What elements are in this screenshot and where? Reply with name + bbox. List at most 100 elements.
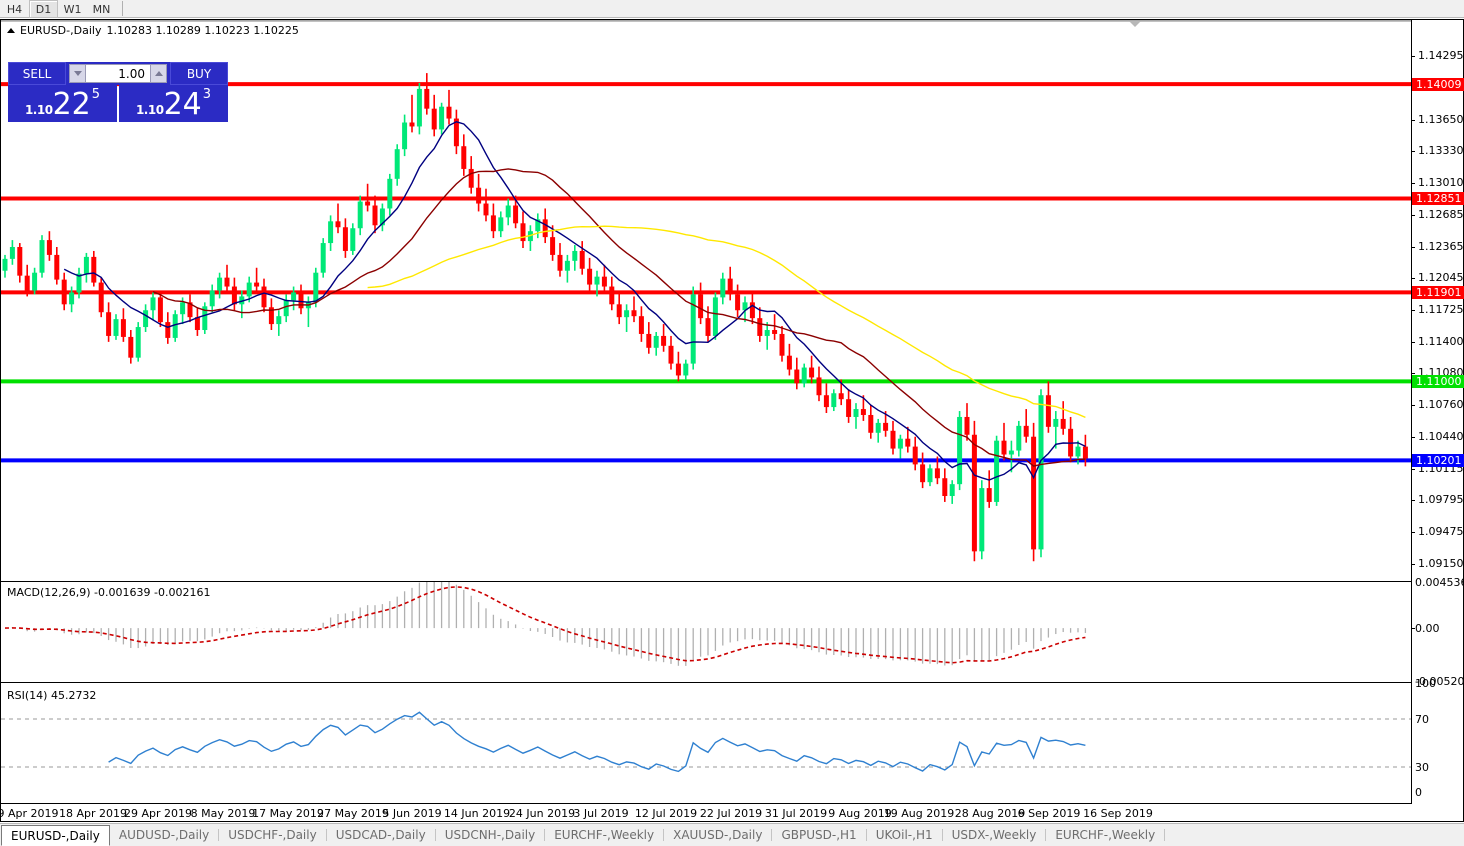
price-level-badge[interactable]: 1.11000 bbox=[1412, 374, 1464, 388]
date-axis-label: 5 Jun 2019 bbox=[382, 807, 442, 820]
chart-symbol-period: EURUSD-,Daily bbox=[20, 24, 102, 37]
date-axis-label: 18 Apr 2019 bbox=[58, 807, 128, 820]
price-axis-label: 1.11400 bbox=[1418, 334, 1464, 348]
chart-tab[interactable]: EURCHF-,Weekly bbox=[554, 828, 655, 842]
buy-price-prefix: 1.10 bbox=[135, 103, 164, 117]
rsi-pane[interactable] bbox=[1, 683, 1412, 803]
chart-tab[interactable]: USDCNH-,Daily bbox=[444, 828, 536, 842]
price-axis-tick bbox=[1412, 500, 1415, 502]
macd-label: MACD(12,26,9) -0.001639 -0.002161 bbox=[7, 586, 211, 599]
tab-divider bbox=[941, 829, 943, 841]
chart-tab[interactable]: UKOil-,H1 bbox=[875, 828, 933, 842]
buy-price-display[interactable]: 1.10 24 3 bbox=[119, 85, 228, 122]
macd-pane[interactable] bbox=[1, 582, 1412, 681]
price-axis-label: 1.09150 bbox=[1418, 557, 1464, 571]
price-axis-label: 1.14295 bbox=[1418, 48, 1464, 62]
volume-decrease-button[interactable] bbox=[69, 64, 86, 83]
price-axis[interactable]: 1.14295 1.13650 1.13330 1.13010 1.12685 1.123… bbox=[1411, 20, 1464, 821]
price-axis-label: 1.12685 bbox=[1418, 207, 1464, 221]
pane-divider-macd bbox=[1, 581, 1412, 582]
sell-price-big: 22 bbox=[52, 87, 91, 122]
sell-price-prefix: 1.10 bbox=[24, 103, 53, 117]
volume-stepper[interactable]: 1.00 bbox=[66, 62, 170, 85]
timeframe-w1[interactable]: W1 bbox=[63, 2, 82, 16]
timeframe-toolbar: H4 D1 W1 MN bbox=[0, 0, 1464, 18]
chevron-up-icon bbox=[154, 71, 163, 76]
price-axis-tick bbox=[1412, 246, 1415, 248]
chart-tab[interactable]: AUDUSD-,Daily bbox=[118, 828, 210, 842]
price-axis-tick bbox=[1412, 309, 1415, 311]
chart-tab[interactable]: USDCHF-,Daily bbox=[228, 828, 317, 842]
macd-histogram bbox=[11, 582, 1087, 666]
buy-button[interactable]: BUY bbox=[170, 62, 228, 85]
price-chart-pane[interactable] bbox=[1, 40, 1412, 580]
chart-scroll-track[interactable] bbox=[1, 20, 1463, 22]
chart-window[interactable]: EURUSD-,Daily 1.10283 1.10289 1.10223 1.… bbox=[0, 19, 1464, 822]
sell-price-display[interactable]: 1.10 22 5 bbox=[8, 85, 117, 122]
chart-tab[interactable]: EURUSD-,Daily bbox=[1, 825, 110, 846]
timeframe-h4[interactable]: H4 bbox=[6, 2, 23, 16]
timeframe-d1[interactable]: D1 bbox=[29, 0, 58, 18]
price-axis-label: 1.11080 bbox=[1418, 366, 1464, 380]
price-axis-label: 1.09475 bbox=[1418, 525, 1464, 539]
date-axis-label: 22 Jul 2019 bbox=[699, 807, 763, 820]
price-axis-label: 1.13330 bbox=[1418, 144, 1464, 158]
price-axis-tick bbox=[1412, 532, 1415, 534]
price-axis-label: 1.13650 bbox=[1418, 112, 1464, 126]
one-click-trading-panel[interactable]: SELL 1.00 BUY 1.10 22 5 1.10 24 3 bbox=[8, 62, 228, 122]
price-axis-tick bbox=[1412, 341, 1415, 343]
ma-mid-line bbox=[152, 168, 1086, 467]
chart-tab-bar: EURUSD-,Daily AUDUSD-,Daily USDCHF-,Daily U… bbox=[0, 823, 1464, 846]
tab-divider bbox=[434, 829, 436, 841]
price-level-badge[interactable]: 1.14009 bbox=[1412, 77, 1464, 91]
triangle-up-icon bbox=[7, 28, 15, 33]
price-axis-tick bbox=[1412, 214, 1415, 216]
date-axis-label: 6 Sep 2019 bbox=[1017, 807, 1081, 820]
price-axis-label: 1.09795 bbox=[1418, 493, 1464, 507]
tab-divider bbox=[865, 829, 867, 841]
chart-tab[interactable]: EURCHF-,Weekly bbox=[1055, 828, 1156, 842]
price-axis-tick bbox=[1412, 405, 1415, 407]
price-axis-label: 1.13010 bbox=[1418, 175, 1464, 189]
sell-price-fraction: 5 bbox=[91, 87, 101, 102]
chart-tab[interactable]: USDX-,Weekly bbox=[951, 828, 1037, 842]
chart-tab[interactable]: USDCAD-,Daily bbox=[335, 828, 426, 842]
price-level-badge[interactable]: 1.12851 bbox=[1412, 191, 1464, 205]
tab-divider bbox=[1164, 829, 1166, 841]
date-axis-label: 16 Sep 2019 bbox=[1083, 807, 1153, 820]
price-axis-tick bbox=[1412, 564, 1415, 566]
price-level-badge[interactable]: 1.10201 bbox=[1412, 453, 1464, 467]
volume-input[interactable]: 1.00 bbox=[86, 64, 150, 83]
chart-scroll-handle-icon[interactable] bbox=[1129, 21, 1141, 27]
price-axis-label: 1.12365 bbox=[1418, 239, 1464, 253]
tab-divider bbox=[663, 829, 665, 841]
date-axis-label: 24 Jun 2019 bbox=[508, 807, 576, 820]
date-axis-label: 19 Aug 2019 bbox=[883, 807, 955, 820]
date-axis-label: 8 May 2019 bbox=[190, 807, 256, 820]
chart-tab[interactable]: GBPUSD-,H1 bbox=[781, 828, 857, 842]
buy-price-fraction: 3 bbox=[202, 87, 212, 102]
price-axis-label: 1.10760 bbox=[1418, 398, 1464, 412]
price-axis-tick bbox=[1412, 151, 1415, 153]
date-axis-label: 27 May 2019 bbox=[317, 807, 389, 820]
price-level-badge[interactable]: 1.11901 bbox=[1412, 285, 1464, 299]
rsi-axis-label: 0 bbox=[1415, 786, 1422, 799]
volume-increase-button[interactable] bbox=[150, 64, 167, 83]
timeframe-mn[interactable]: MN bbox=[92, 2, 111, 16]
date-axis-label: 3 Jul 2019 bbox=[573, 807, 629, 820]
chart-tab[interactable]: XAUUSD-,Daily bbox=[673, 828, 763, 842]
tab-divider bbox=[325, 829, 327, 841]
sell-button[interactable]: SELL bbox=[8, 62, 66, 85]
rsi-line bbox=[108, 711, 1086, 773]
macd-axis-tick bbox=[1412, 628, 1415, 630]
pane-divider-rsi bbox=[1, 682, 1412, 683]
ma-slow-line bbox=[367, 225, 1086, 419]
price-axis-label: 1.10440 bbox=[1418, 429, 1464, 443]
macd-axis-label: -0.005205 bbox=[1415, 675, 1464, 688]
macd-signal-line bbox=[4, 586, 1086, 664]
candlestick-series bbox=[2, 73, 1088, 562]
price-axis-label: 1.12045 bbox=[1418, 271, 1464, 285]
price-axis-tick bbox=[1412, 278, 1415, 280]
price-axis-tick bbox=[1412, 373, 1415, 375]
